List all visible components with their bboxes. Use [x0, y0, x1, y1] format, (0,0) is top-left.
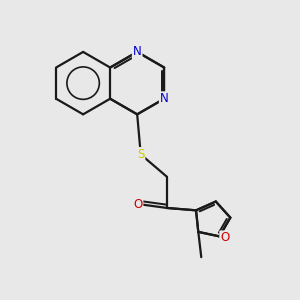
Text: N: N — [133, 45, 142, 58]
Text: O: O — [220, 231, 230, 244]
Text: O: O — [133, 198, 142, 211]
Text: S: S — [137, 148, 144, 161]
Text: N: N — [160, 92, 169, 105]
